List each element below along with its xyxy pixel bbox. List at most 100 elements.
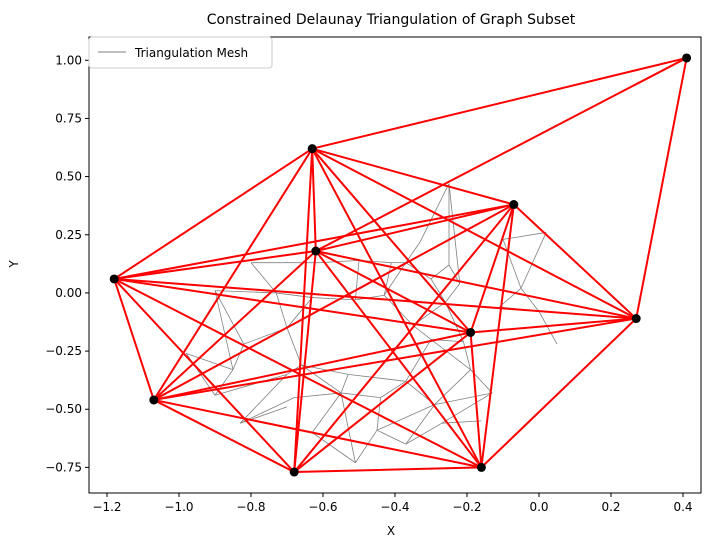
y-tick-label: 0.75 xyxy=(55,111,82,125)
x-tick-label: 0.2 xyxy=(601,500,620,514)
mesh-segment xyxy=(186,353,234,371)
mesh-segment xyxy=(311,432,356,464)
y-tick-label: −0.25 xyxy=(45,344,82,358)
graph-edge xyxy=(311,147,638,320)
chart-title: Constrained Delaunay Triangulation of Gr… xyxy=(207,12,576,28)
graph-edge xyxy=(152,398,483,469)
mesh-segment xyxy=(250,262,277,294)
graph-edge xyxy=(113,277,155,401)
graph-edge xyxy=(293,250,317,474)
graph-edge xyxy=(469,317,638,334)
mesh-segment xyxy=(499,287,522,308)
x-tick-label: 0.4 xyxy=(673,500,692,514)
graph-edge xyxy=(152,203,515,401)
graph-node xyxy=(109,274,119,284)
mesh-segment xyxy=(383,262,392,296)
mesh-segment xyxy=(502,239,522,289)
graph-node xyxy=(476,462,486,472)
graph-node xyxy=(682,53,692,63)
mesh-segment xyxy=(376,429,406,445)
mesh-segment xyxy=(355,260,360,300)
legend: Triangulation Mesh xyxy=(88,36,273,69)
graph-edge xyxy=(314,250,638,320)
graph-edge xyxy=(311,147,472,334)
x-tick-label: −0.6 xyxy=(308,500,337,514)
y-tick-label: 0.50 xyxy=(55,170,82,184)
mesh-segment xyxy=(380,380,407,398)
mesh-segment xyxy=(448,183,461,284)
graph-edge xyxy=(152,250,317,401)
graph-edge xyxy=(113,277,638,320)
x-tick-label: 0.0 xyxy=(529,500,548,514)
graph-edge xyxy=(512,203,638,320)
legend-box xyxy=(88,36,273,69)
graph-edges xyxy=(113,56,688,474)
mesh-segment xyxy=(538,311,558,345)
plot-frame xyxy=(88,36,702,494)
graph-edge xyxy=(314,203,515,253)
graph-edge xyxy=(293,203,515,474)
x-tick-label: −0.8 xyxy=(236,500,265,514)
mesh-segment xyxy=(286,327,302,366)
mesh-segment xyxy=(214,290,277,294)
graph-node xyxy=(466,327,476,337)
graph-node xyxy=(509,200,519,210)
graph-node xyxy=(149,395,159,405)
graph-edge xyxy=(480,317,638,469)
graph-edge xyxy=(314,250,472,334)
mesh-segment xyxy=(520,232,547,289)
graph-edge xyxy=(469,203,515,334)
graph-edge xyxy=(293,466,483,474)
mesh-segment xyxy=(275,292,288,328)
graph-edge xyxy=(480,203,515,469)
graph-edge xyxy=(293,147,314,474)
y-tick-label: 1.00 xyxy=(55,53,82,67)
graph-edge xyxy=(113,147,314,280)
mesh-segment xyxy=(340,392,356,463)
x-axis-label: X xyxy=(387,524,395,538)
legend-entry-mesh: Triangulation Mesh xyxy=(134,46,248,60)
graph-edge xyxy=(311,147,483,469)
graph-edge xyxy=(113,277,296,474)
x-tick-label: −0.4 xyxy=(380,500,409,514)
mesh-segment xyxy=(301,364,342,394)
mesh-segment xyxy=(232,343,245,370)
graph-edge xyxy=(293,331,472,474)
mesh-segment xyxy=(434,369,471,405)
y-axis-label: Y xyxy=(7,260,21,269)
graph-edge xyxy=(311,147,317,253)
mesh-segment xyxy=(319,259,360,264)
graph-edge xyxy=(469,331,483,469)
y-tick-label: −0.75 xyxy=(45,460,82,474)
x-tick-label: −1.0 xyxy=(164,500,193,514)
mesh-segment xyxy=(355,429,378,463)
mesh-segment xyxy=(312,297,356,301)
mesh-segment xyxy=(376,404,435,431)
graph-node xyxy=(631,314,641,324)
mesh-segment xyxy=(340,374,349,394)
mesh-segment xyxy=(286,297,313,329)
mesh-segment xyxy=(445,283,461,303)
graph-edge xyxy=(152,317,638,401)
mesh-segment xyxy=(240,406,288,424)
graph-edge xyxy=(311,56,688,150)
mesh-segment xyxy=(441,392,493,424)
mesh-segment xyxy=(520,288,540,312)
mesh-segment xyxy=(214,290,234,370)
graph-edge xyxy=(152,398,296,474)
graph-edge xyxy=(314,56,688,253)
mesh-segment xyxy=(276,292,313,298)
graph-edge xyxy=(113,250,317,280)
mesh-segment xyxy=(430,339,471,371)
mesh-segment xyxy=(239,374,288,424)
graph-edge xyxy=(113,277,472,334)
graph-edge xyxy=(314,250,483,469)
mesh-segment xyxy=(405,422,443,445)
graph-edge xyxy=(311,147,515,206)
y-tick-label: −0.50 xyxy=(45,402,82,416)
mesh-segment xyxy=(463,341,471,370)
graph-edge xyxy=(152,147,314,401)
mesh-segment xyxy=(430,278,446,303)
graph-edge xyxy=(635,56,688,320)
